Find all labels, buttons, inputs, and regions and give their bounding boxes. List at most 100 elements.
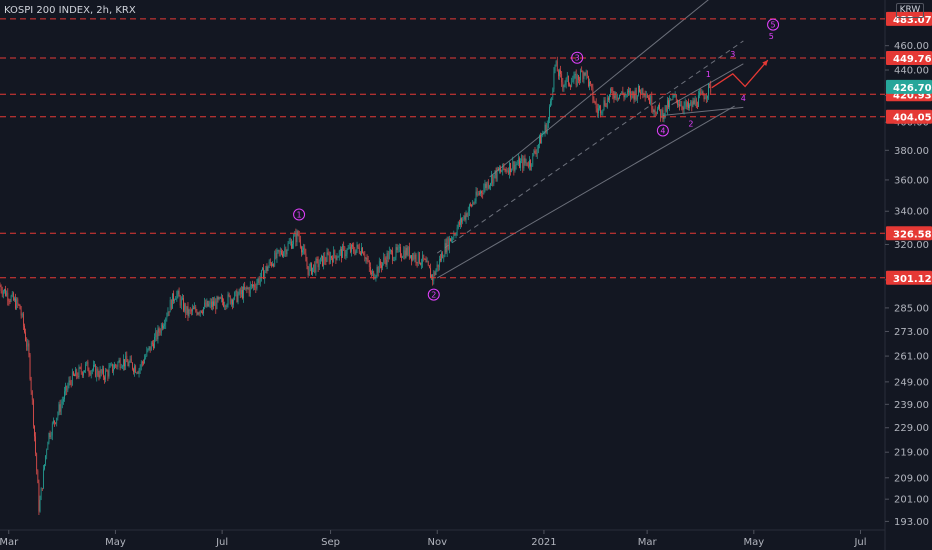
candle-body	[149, 346, 151, 351]
candle-body	[374, 277, 376, 279]
candle-body	[511, 168, 512, 173]
candle-body	[650, 96, 652, 104]
candle-body	[14, 298, 15, 301]
candle-body	[397, 247, 399, 250]
candle-body	[388, 251, 390, 260]
candle-body	[413, 254, 415, 260]
candle-body	[540, 135, 541, 144]
candle-body	[599, 105, 600, 109]
candle-body	[699, 92, 700, 96]
candle-body	[590, 81, 591, 84]
candle-body	[638, 85, 639, 96]
candle-body	[697, 106, 698, 108]
candle-body	[0, 286, 2, 292]
candle-body	[352, 244, 353, 247]
candle-body	[477, 193, 479, 196]
candle-body	[407, 246, 409, 255]
candle-body	[655, 112, 657, 114]
candle-body	[26, 341, 28, 347]
candle-body	[272, 264, 273, 266]
candle-body	[702, 91, 704, 96]
candle-body	[386, 253, 388, 265]
candle-body	[340, 249, 341, 252]
candle-body	[375, 275, 377, 278]
candle-body	[222, 297, 223, 303]
candle-body	[217, 297, 219, 300]
candle-body	[231, 299, 232, 304]
candle-body	[169, 300, 171, 313]
candle-body	[177, 290, 179, 295]
candle-body	[172, 293, 173, 309]
candle-body	[575, 73, 577, 85]
candle-body	[46, 449, 48, 456]
candle-body	[371, 273, 372, 274]
candle-body	[668, 100, 669, 108]
candle-body	[360, 252, 361, 255]
candle-body	[15, 298, 16, 309]
candle-body	[281, 250, 282, 255]
candle-body	[492, 175, 494, 184]
candle-body	[391, 250, 392, 252]
candle-body	[541, 135, 543, 144]
level-label: 449.76	[893, 54, 932, 65]
candle-body	[207, 301, 209, 307]
candle-body	[156, 331, 158, 340]
candle-body	[150, 342, 152, 351]
candle-body	[285, 248, 287, 255]
candle-body	[654, 110, 656, 113]
candle-body	[370, 267, 371, 274]
channel-line	[437, 105, 735, 279]
x-tick-label: Mar	[638, 537, 658, 548]
candle-body	[274, 252, 276, 267]
candle-body	[259, 277, 261, 283]
candle-body	[372, 271, 373, 274]
candle-body	[629, 91, 630, 93]
candle-body	[249, 285, 251, 294]
candle-body	[140, 361, 142, 367]
candle-body	[393, 259, 395, 261]
candle-body	[692, 100, 694, 107]
candle-body	[96, 368, 98, 377]
candle-body	[456, 227, 458, 235]
candle-body	[178, 290, 180, 297]
candle-body	[512, 161, 514, 169]
candle-body	[197, 312, 199, 315]
candle-body	[591, 83, 593, 88]
candle-body	[88, 371, 90, 373]
candle-body	[500, 169, 501, 172]
candle-body	[428, 265, 430, 269]
candle-body	[672, 95, 674, 100]
candle-body	[38, 483, 40, 512]
candle-body	[271, 263, 272, 266]
candle-body	[80, 367, 82, 372]
candle-body	[239, 289, 241, 295]
candle-body	[256, 282, 258, 289]
candle-body	[559, 70, 560, 77]
candle-body	[44, 464, 45, 470]
candle-body	[679, 104, 680, 107]
candle-body	[45, 455, 46, 465]
candle-body	[133, 369, 134, 373]
candle-body	[358, 247, 360, 253]
candle-body	[128, 362, 130, 367]
candle-body	[345, 254, 347, 257]
candle-body	[325, 261, 327, 262]
candle-body	[527, 165, 529, 167]
candle-body	[592, 87, 594, 100]
candle-body	[659, 104, 660, 110]
candle-body	[279, 250, 281, 253]
candle-body	[651, 96, 653, 110]
candle-body	[146, 350, 148, 356]
candle-body	[465, 213, 467, 220]
candle-body	[670, 99, 672, 101]
wave-label: 4	[741, 94, 746, 103]
candle-body	[268, 261, 270, 267]
currency-button[interactable]: KRW	[896, 3, 924, 18]
candle-body	[79, 367, 81, 369]
candle-body	[532, 153, 534, 166]
x-tick-label: Sep	[321, 537, 340, 548]
candle-body	[441, 253, 442, 261]
candle-body	[226, 305, 228, 308]
